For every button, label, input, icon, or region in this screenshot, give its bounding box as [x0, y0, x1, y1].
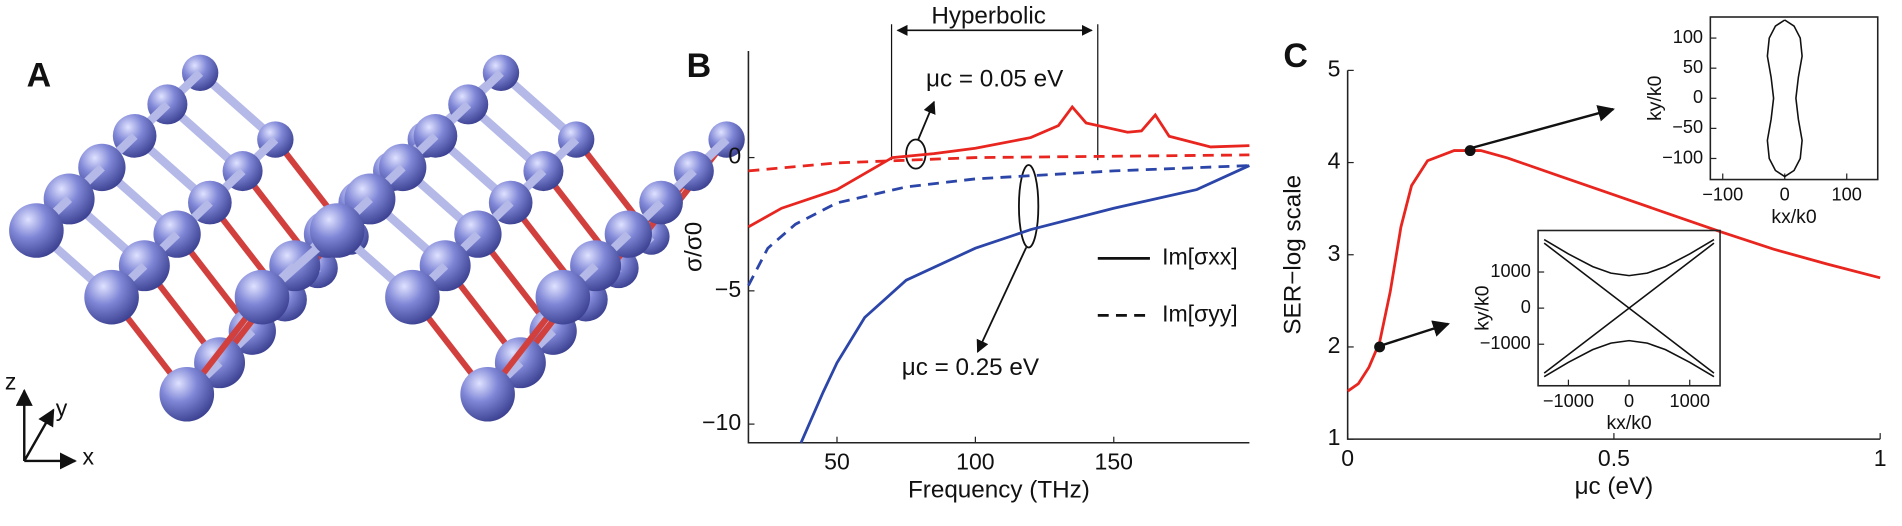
y-tick-label: 100 — [1673, 27, 1703, 47]
x-tick-label: 50 — [824, 449, 850, 475]
y-axis-label: σ/σ0 — [680, 222, 707, 272]
atom — [9, 203, 64, 258]
legend-label: Im[σxx] — [1162, 243, 1238, 269]
y-axis-label: ky/k0 — [1472, 285, 1494, 330]
triad-label: z — [5, 368, 17, 394]
panel-label: A — [27, 57, 52, 95]
series-line — [1543, 339, 1715, 378]
arrow — [1380, 320, 1450, 347]
x-axis-label: Frequency (THz) — [908, 477, 1090, 504]
inset-background — [1709, 16, 1879, 181]
arrow — [1471, 105, 1615, 150]
annotation: μc = 0.05 eV — [926, 65, 1064, 92]
y-tick-label: 3 — [1328, 240, 1341, 266]
atom — [234, 269, 290, 325]
series-line — [748, 153, 1250, 173]
x-tick-label: 0 — [1780, 185, 1790, 205]
legend-label: Im[σyy] — [1162, 300, 1238, 326]
marker-point — [1464, 145, 1476, 157]
atom — [159, 366, 215, 422]
arrow — [917, 100, 936, 140]
series-line — [747, 104, 1250, 229]
y-tick-label: 50 — [1683, 57, 1703, 77]
x-tick-label: 0.5 — [1598, 445, 1630, 471]
x-axis-label: kx/k0 — [1606, 412, 1651, 434]
series-line — [799, 164, 1250, 444]
y-tick-label: 0 — [1521, 297, 1531, 317]
panel-label: B — [687, 47, 712, 85]
axis-frame — [747, 50, 1250, 444]
arrow — [976, 247, 1028, 353]
ellipse — [1018, 164, 1040, 249]
marker-point — [1374, 341, 1386, 353]
x-tick-label: 150 — [1095, 449, 1133, 475]
triad-label: y — [56, 395, 68, 421]
x-tick-label: 1000 — [1669, 391, 1709, 411]
annotation: Hyperbolic — [931, 2, 1046, 29]
series-line — [1543, 238, 1715, 277]
atom — [460, 366, 515, 422]
x-tick-label: −100 — [1702, 185, 1743, 205]
annotation: μc = 0.25 eV — [902, 354, 1040, 381]
annotation-shapes — [890, 24, 1615, 353]
y-tick-label: −10 — [702, 409, 741, 435]
lattice-illustration — [9, 54, 745, 422]
x-axis-label: kx/k0 — [1771, 206, 1816, 228]
y-tick-label: 5 — [1328, 55, 1341, 81]
x-tick-label: −1000 — [1543, 391, 1594, 411]
y-axis-label: SER−log scale — [1280, 175, 1307, 335]
series-line — [1543, 242, 1715, 374]
series-line — [1766, 19, 1803, 178]
x-tick-label: 0 — [1341, 445, 1354, 471]
y-tick-label: 2 — [1328, 332, 1341, 358]
atom — [309, 203, 365, 258]
atom — [84, 269, 139, 325]
y-tick-label: 0 — [1693, 87, 1703, 107]
y-tick-label: 4 — [1328, 148, 1341, 174]
y-tick-label: −5 — [715, 276, 741, 302]
y-axis-label: ky/k0 — [1644, 75, 1666, 120]
y-tick-label: 1 — [1328, 424, 1341, 450]
atom — [535, 269, 591, 325]
x-tick-label: 0 — [1624, 391, 1634, 411]
x-tick-label: 100 — [956, 449, 994, 475]
atom — [385, 269, 440, 325]
x-axis-label: μc (eV) — [1575, 473, 1654, 500]
triad-arrow — [23, 408, 55, 462]
y-tick-label: −1000 — [1480, 333, 1531, 353]
x-tick-label: 1 — [1874, 445, 1887, 471]
x-tick-label: 100 — [1832, 185, 1862, 205]
y-tick-label: −100 — [1662, 147, 1703, 167]
series-line — [1346, 149, 1881, 393]
panel-label: C — [1283, 37, 1308, 75]
y-tick-label: 0 — [728, 143, 741, 169]
triad-label: x — [82, 444, 94, 470]
axis-triad: x y z — [5, 368, 95, 469]
y-tick-label: 1000 — [1490, 261, 1530, 281]
y-tick-label: −50 — [1672, 117, 1703, 137]
